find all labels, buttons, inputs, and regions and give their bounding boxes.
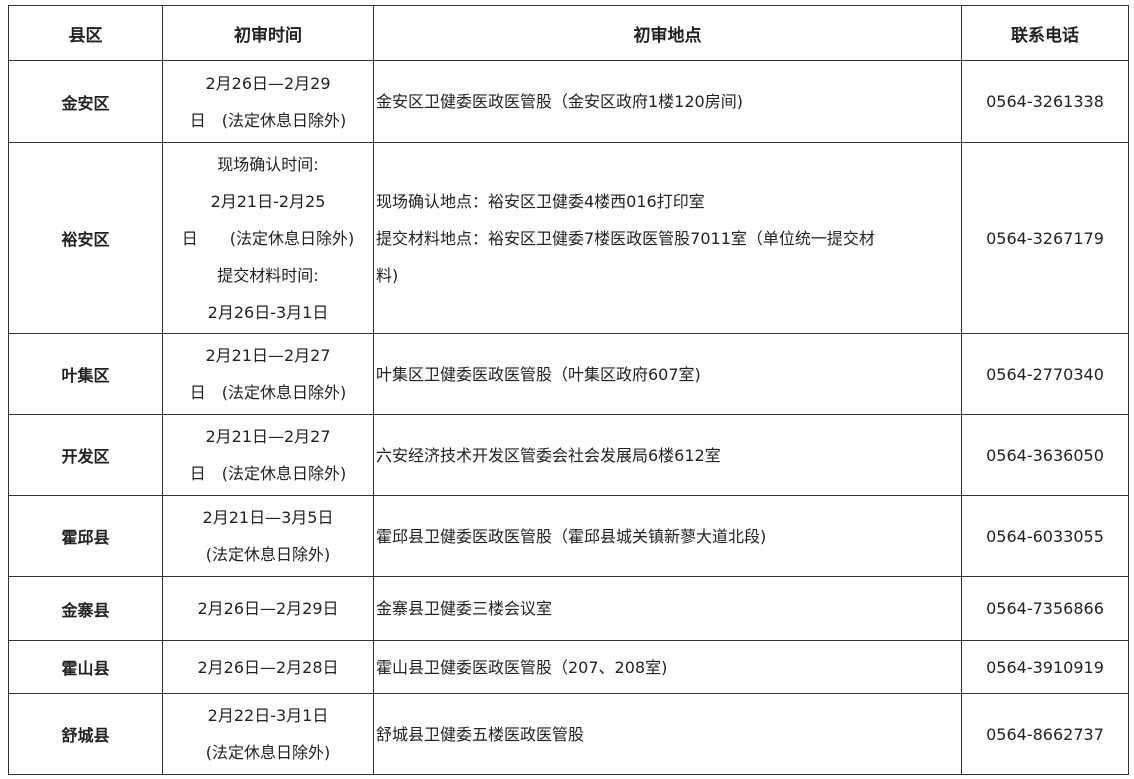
time-line: 现场确认时间: (217, 154, 319, 174)
place-line: 现场确认地点：裕安区卫健委4楼西016打印室 (376, 191, 705, 211)
phone-cell: 0564-2770340 (961, 333, 1129, 415)
county-cell: 舒城县 (8, 693, 163, 775)
place-line: 舒城县卫健委五楼医政医管股 (376, 724, 585, 744)
time-line: 2月22日-3月1日 (207, 706, 329, 725)
place-cell: 六安经济技术开发区管委会社会发展局6楼612室 (373, 414, 962, 496)
time-line: 2月21日—3月5日 (202, 508, 334, 527)
time-line: 2月26日—2月28日 (197, 657, 339, 677)
place-line: 霍山县卫健委医政医管股（207、208室) (376, 657, 668, 677)
place-cell: 叶集区卫健委医政医管股（叶集区政府607室) (373, 333, 962, 415)
time-cell: 2月26日—2月28日 (162, 640, 374, 694)
phone-cell: 0564-7356866 (961, 576, 1129, 641)
time-line: 2月21日-2月25 (210, 191, 326, 211)
county-cell: 叶集区 (8, 333, 163, 415)
phone-cell: 0564-3261338 (961, 60, 1129, 143)
time-line: 2月26日—2月29 (205, 73, 331, 93)
time-cell: 2月21日—2月27 日 (法定休息日除外) (162, 414, 374, 496)
time-line: (法定休息日除外) (205, 545, 331, 564)
time-line: 日 (法定休息日除外) (189, 383, 347, 402)
county-cell: 开发区 (8, 414, 163, 496)
county-cell: 霍山县 (8, 640, 163, 694)
header-row: 县区 初审时间 初审地点 联系电话 (8, 5, 1129, 61)
time-line: 2月26日-3月1日 (207, 302, 329, 322)
place-cell: 金安区卫健委医政医管股（金安区政府1楼120房间) (373, 60, 962, 143)
review-schedule-table: 县区 初审时间 初审地点 联系电话 金安区 2月26日—2月29 日 (法定休息日除… (8, 5, 1129, 775)
place-cell: 霍邱县卫健委医政医管股（霍邱县城关镇新蓼大道北段) (373, 495, 962, 577)
time-cell: 2月21日—3月5日 (法定休息日除外) (162, 495, 374, 577)
phone-cell: 0564-8662737 (961, 693, 1129, 775)
table-row: 金寨县 2月26日—2月29日 金寨县卫健委三楼会议室 0564-7356866 (8, 576, 1129, 641)
time-line: 提交材料时间: (217, 265, 319, 285)
time-cell: 2月21日—2月27 日 (法定休息日除外) (162, 333, 374, 415)
header-place: 初审地点 (373, 5, 962, 61)
place-line: 六安经济技术开发区管委会社会发展局6楼612室 (376, 445, 721, 465)
table-row: 舒城县 2月22日-3月1日 (法定休息日除外) 舒城县卫健委五楼医政医管股 0564-… (8, 693, 1129, 775)
table-row: 裕安区 现场确认时间: 2月21日-2月25 日 (法定休息日除外) 提交材料时间: 2月… (8, 142, 1129, 334)
time-line: 日 (法定休息日除外) (189, 110, 347, 130)
time-cell: 2月26日—2月29日 (162, 576, 374, 641)
header-county: 县区 (8, 5, 163, 61)
phone-cell: 0564-3267179 (961, 142, 1129, 334)
time-line: 2月26日—2月29日 (197, 599, 339, 618)
phone-cell: 0564-6033055 (961, 495, 1129, 577)
header-phone: 联系电话 (961, 5, 1129, 61)
table-row: 叶集区 2月21日—2月27 日 (法定休息日除外) 叶集区卫健委医政医管股（叶集区政… (8, 333, 1129, 415)
header-time: 初审时间 (162, 5, 374, 61)
place-line: 料) (376, 265, 399, 285)
time-cell: 2月22日-3月1日 (法定休息日除外) (162, 693, 374, 775)
place-line: 金寨县卫健委三楼会议室 (376, 599, 553, 618)
place-line: 叶集区卫健委医政医管股（叶集区政府607室) (376, 364, 701, 384)
place-line: 金安区卫健委医政医管股（金安区政府1楼120房间) (376, 92, 743, 111)
phone-cell: 0564-3910919 (961, 640, 1129, 694)
time-cell: 现场确认时间: 2月21日-2月25 日 (法定休息日除外) 提交材料时间: 2月26日… (162, 142, 374, 334)
table-row: 金安区 2月26日—2月29 日 (法定休息日除外) 金安区卫健委医政医管股（金安区政… (8, 60, 1129, 143)
time-line: 日 (法定休息日除外) (189, 464, 347, 483)
county-cell: 霍邱县 (8, 495, 163, 577)
county-cell: 裕安区 (8, 142, 163, 334)
place-cell: 现场确认地点：裕安区卫健委4楼西016打印室提交材料地点：裕安区卫健委7楼医政医… (373, 142, 962, 334)
place-cell: 金寨县卫健委三楼会议室 (373, 576, 962, 641)
phone-cell: 0564-3636050 (961, 414, 1129, 496)
time-cell: 2月26日—2月29 日 (法定休息日除外) (162, 60, 374, 143)
place-line: 霍邱县卫健委医政医管股（霍邱县城关镇新蓼大道北段) (376, 526, 767, 546)
time-line: 2月21日—2月27 (205, 346, 331, 365)
county-cell: 金安区 (8, 60, 163, 143)
table-row: 开发区 2月21日—2月27 日 (法定休息日除外) 六安经济技术开发区管委会社会发展… (8, 414, 1129, 496)
time-line: 日 (法定休息日除外) (181, 228, 355, 248)
time-line: (法定休息日除外) (205, 743, 331, 762)
table-row: 霍山县 2月26日—2月28日 霍山县卫健委医政医管股（207、208室) 0564-… (8, 640, 1129, 694)
place-cell: 霍山县卫健委医政医管股（207、208室) (373, 640, 962, 694)
county-cell: 金寨县 (8, 576, 163, 641)
place-line: 提交材料地点：裕安区卫健委7楼医政医管股7011室（单位统一提交材 (376, 228, 875, 248)
table-row: 霍邱县 2月21日—3月5日 (法定休息日除外) 霍邱县卫健委医政医管股（霍邱县城关镇… (8, 495, 1129, 577)
time-line: 2月21日—2月27 (205, 427, 331, 446)
place-cell: 舒城县卫健委五楼医政医管股 (373, 693, 962, 775)
